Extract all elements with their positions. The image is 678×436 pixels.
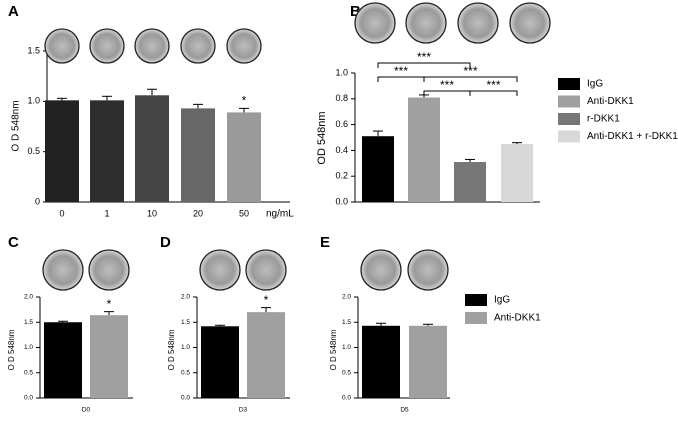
- significance-bracket: [377, 62, 471, 68]
- significance-star: *: [242, 94, 247, 108]
- x-tick-label: 0: [59, 208, 64, 218]
- y-tick-label: 0.6: [335, 119, 348, 129]
- legend-swatch: [558, 113, 580, 125]
- panel-letter: B: [350, 3, 361, 20]
- x-tick-label: D3: [239, 407, 248, 414]
- culture-dish: [354, 2, 396, 44]
- significance-label: ***: [417, 50, 431, 64]
- bar: [409, 325, 447, 398]
- culture-dish: [44, 28, 80, 64]
- x-tick-label: D5: [400, 407, 409, 414]
- significance-star: *: [264, 293, 269, 307]
- culture-dish: [42, 249, 84, 291]
- panel-letter: A: [8, 3, 19, 20]
- y-tick-label: 0.5: [27, 146, 40, 156]
- y-tick-label: 0.8: [335, 93, 348, 103]
- panel-letter: E: [320, 234, 330, 251]
- y-axis-label: O D 548nm: [329, 329, 338, 370]
- y-tick-label: 0: [35, 196, 40, 206]
- culture-dish: [407, 249, 449, 291]
- y-tick-label: 0.2: [335, 171, 348, 181]
- bar: [362, 325, 400, 398]
- culture-dish: [180, 28, 216, 64]
- bar: [44, 322, 82, 398]
- legend-label: IgG: [587, 79, 603, 90]
- y-tick-label: 2.0: [342, 294, 351, 301]
- panel-letter: C: [8, 234, 19, 251]
- y-tick-label: 1.0: [27, 96, 40, 106]
- legend-label: IgG: [494, 295, 510, 306]
- y-tick-label: 2.0: [24, 294, 33, 301]
- y-tick-label: 1.0: [24, 344, 33, 351]
- culture-dish: [226, 28, 262, 64]
- y-tick-label: 1.5: [181, 319, 190, 326]
- legend-label: Anti-DKK1: [587, 96, 634, 107]
- y-tick-label: 0.5: [24, 369, 33, 376]
- legend-label: Anti-DKK1 + r-DKK1: [587, 131, 678, 142]
- y-tick-label: 1.5: [24, 319, 33, 326]
- culture-dish: [134, 28, 170, 64]
- legend-swatch: [558, 95, 580, 108]
- culture-dish: [360, 249, 402, 291]
- y-tick-label: 0.0: [181, 395, 190, 402]
- legend-label: r-DKK1: [587, 114, 620, 125]
- y-tick-label: 1.0: [335, 67, 348, 77]
- significance-label: ***: [440, 78, 454, 92]
- y-tick-label: 1.5: [342, 319, 351, 326]
- legend-swatch: [465, 312, 487, 324]
- panel-letter: D: [160, 234, 171, 251]
- x-tick-label: 50: [239, 208, 249, 218]
- x-tick-label: 10: [147, 208, 157, 218]
- bar: [201, 326, 239, 398]
- y-tick-label: 0.5: [342, 369, 351, 376]
- y-tick-label: 0.0: [342, 395, 351, 402]
- bar: [90, 100, 124, 202]
- y-axis-label: O D 548nm: [7, 329, 16, 370]
- y-tick-label: 1.5: [27, 45, 40, 55]
- x-tick-label: D0: [82, 407, 91, 414]
- bar: [227, 112, 261, 202]
- y-tick-label: 0.4: [335, 145, 348, 155]
- x-tick-label: 1: [104, 208, 109, 218]
- culture-dish: [457, 2, 499, 44]
- culture-dish: [405, 2, 447, 44]
- y-tick-label: 2.0: [181, 294, 190, 301]
- y-tick-label: 0.0: [335, 196, 348, 206]
- bar: [45, 100, 79, 202]
- x-axis-unit: ng/mL: [266, 209, 294, 220]
- significance-bracket: [423, 76, 518, 82]
- significance-label: ***: [463, 64, 477, 78]
- bar: [90, 315, 128, 398]
- y-tick-label: 1.0: [342, 344, 351, 351]
- culture-dish: [89, 28, 125, 64]
- legend-swatch: [558, 130, 580, 143]
- y-axis-label: O D 548nm: [11, 100, 22, 151]
- legend-swatch: [558, 78, 580, 90]
- culture-dish: [88, 249, 130, 291]
- culture-dish: [199, 249, 241, 291]
- culture-dish: [245, 249, 287, 291]
- bar: [501, 143, 533, 202]
- y-axis-label: OD 548nm: [316, 111, 328, 164]
- significance-star: *: [107, 297, 112, 311]
- y-tick-label: 1.0: [181, 344, 190, 351]
- y-axis-label: O D 548nm: [167, 329, 176, 370]
- x-tick-label: 20: [193, 208, 203, 218]
- significance-label: ***: [394, 64, 408, 78]
- legend-label: Anti-DKK1: [494, 313, 541, 324]
- bar: [135, 95, 169, 202]
- culture-dish: [509, 2, 551, 44]
- bar: [454, 162, 486, 202]
- bar: [247, 312, 285, 398]
- significance-label: ***: [486, 78, 500, 92]
- significance-bracket: [469, 90, 518, 96]
- bar: [362, 136, 394, 202]
- y-tick-label: 0.0: [24, 395, 33, 402]
- y-tick-label: 0.5: [181, 369, 190, 376]
- bar: [181, 108, 215, 202]
- legend-swatch: [465, 294, 487, 306]
- bar: [408, 97, 440, 202]
